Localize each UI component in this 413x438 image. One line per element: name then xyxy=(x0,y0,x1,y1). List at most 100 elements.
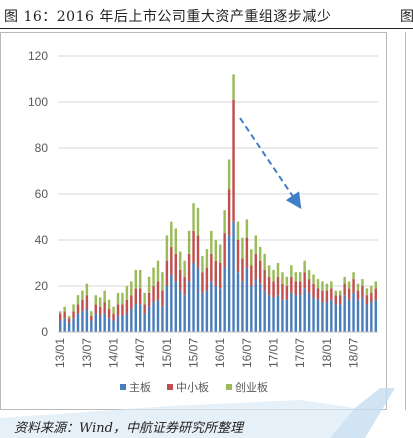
bar-segment xyxy=(94,304,97,314)
bar-segment xyxy=(312,283,315,298)
bar-segment xyxy=(316,299,320,332)
bar-segment xyxy=(183,260,186,277)
bar-segment xyxy=(272,297,275,332)
bar-segment xyxy=(130,295,133,309)
bar-segment xyxy=(330,288,333,300)
legend-label: 创业板 xyxy=(235,380,268,394)
bar-segment xyxy=(365,295,369,305)
bar-segment xyxy=(316,279,320,289)
bar-segment xyxy=(59,311,62,314)
bar-segment xyxy=(67,315,71,319)
bar-segment xyxy=(276,295,280,332)
bar-segment xyxy=(192,203,195,231)
bar-segment xyxy=(165,260,169,286)
y-tick-label: 80 xyxy=(35,141,49,155)
legend-label: 主板 xyxy=(129,380,151,394)
bar-segment xyxy=(339,304,342,332)
x-tick-label: 13/01 xyxy=(53,338,67,368)
bar-segment xyxy=(370,286,373,293)
bar-segment xyxy=(174,281,177,332)
bar-segment xyxy=(285,299,289,332)
y-tick-label: 40 xyxy=(35,233,49,247)
bar-segment xyxy=(223,233,226,268)
bar-segment xyxy=(285,276,289,286)
bar-segment xyxy=(205,249,209,268)
bar-segment xyxy=(72,304,75,312)
bar-segment xyxy=(214,240,217,261)
bar-segment xyxy=(161,290,164,307)
bar-segment xyxy=(272,281,275,298)
bar-segment xyxy=(245,219,249,238)
bar-segment xyxy=(312,297,315,332)
bar-segment xyxy=(250,286,253,332)
bar-segment xyxy=(121,292,124,305)
bar-segment xyxy=(81,290,84,300)
bar-segment xyxy=(72,311,75,319)
bar-segment xyxy=(103,290,106,303)
bar-segment xyxy=(352,279,355,293)
bar-segment xyxy=(303,260,306,273)
bar-segment xyxy=(152,302,155,332)
bar-segment xyxy=(299,272,302,282)
bar-segment xyxy=(299,281,302,296)
bar-segment xyxy=(112,313,115,321)
bar-segment xyxy=(174,228,177,254)
bar-segment xyxy=(170,221,173,247)
bar-segment xyxy=(227,159,231,190)
bar-segment xyxy=(112,306,115,314)
bar-segment xyxy=(196,235,200,268)
bar-segment xyxy=(214,286,217,332)
bar-segment xyxy=(201,292,204,332)
bar-segment xyxy=(325,283,329,291)
bar-segment xyxy=(316,288,320,300)
x-tick-label: 15/01 xyxy=(160,338,174,368)
gridlines xyxy=(58,55,378,287)
bar-segment xyxy=(272,269,275,282)
bar-segment xyxy=(143,304,146,314)
bar-segment xyxy=(161,272,164,291)
adjacent-chart-frame xyxy=(405,32,413,410)
bar-segment xyxy=(121,315,124,332)
bar-segment xyxy=(330,281,333,289)
y-axis-ticks: 0 20 40 60 80 100 120 xyxy=(28,49,48,339)
bar-segment xyxy=(125,313,129,332)
source-note: 资料来源：Wind，中航证券研究所整理 xyxy=(14,421,243,436)
bar-segment xyxy=(201,256,204,273)
bar-segment xyxy=(236,272,240,332)
bar-segment xyxy=(343,276,346,284)
bar-segment xyxy=(85,309,89,332)
bar-segment xyxy=(205,267,209,291)
bar-segment xyxy=(63,311,66,319)
bar-segment xyxy=(361,279,364,286)
bar-segment xyxy=(374,299,377,332)
bar-segment xyxy=(99,297,102,307)
bar-segment xyxy=(156,299,160,332)
bar-segment xyxy=(134,288,137,305)
bar-segment xyxy=(227,235,231,332)
bar-segment xyxy=(107,309,111,319)
bar-segment xyxy=(276,263,280,277)
bar-segment xyxy=(116,292,120,305)
bar-segment xyxy=(81,299,84,312)
bar-segment xyxy=(352,272,355,280)
bar-segment xyxy=(259,283,262,332)
bar-segment xyxy=(307,292,311,332)
bar-segment xyxy=(152,267,155,286)
bar-segment xyxy=(210,253,213,282)
bar-segment xyxy=(250,265,253,286)
bar-segment xyxy=(192,230,195,263)
bar-segment xyxy=(121,304,124,316)
bar-segment xyxy=(307,269,311,280)
bar-segment xyxy=(267,295,271,332)
bar-segment xyxy=(214,260,217,286)
bar-segment xyxy=(263,253,266,270)
bar-segment xyxy=(241,258,244,282)
chart: 0 20 40 60 80 100 120 13/01 13/07 14/01 14/07 15/0… xyxy=(28,49,378,394)
bar-segment xyxy=(334,295,337,305)
bar-segment xyxy=(365,304,369,332)
bar-segment xyxy=(81,311,84,332)
bar-segment xyxy=(299,295,302,332)
legend-label: 中小板 xyxy=(176,380,209,394)
bar-segment xyxy=(227,189,231,236)
bar-segment xyxy=(321,281,324,291)
